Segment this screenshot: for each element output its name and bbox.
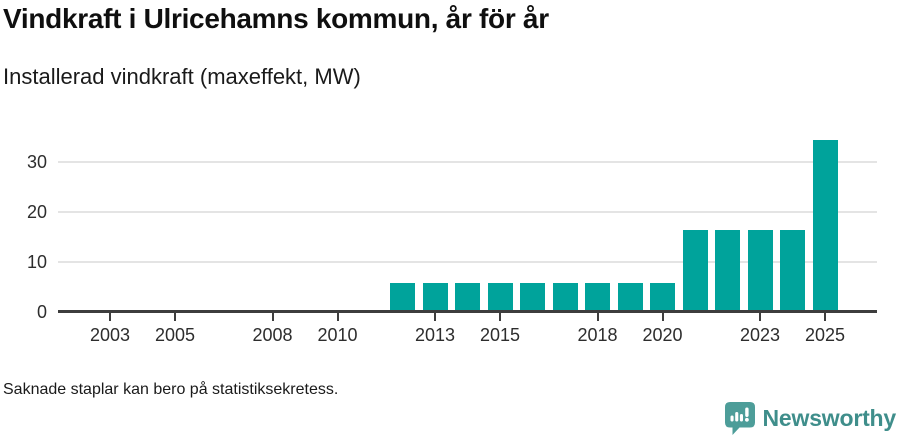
- x-tick-mark-2005: [174, 313, 176, 321]
- bar-2015: [487, 283, 513, 310]
- x-tick-mark-2025: [824, 313, 826, 321]
- x-tick-label-2020: 2020: [642, 325, 683, 345]
- y-tick-label-20: 20: [26, 202, 47, 222]
- chart-footnote: Saknade staplar kan bero på statistiksek…: [3, 381, 339, 398]
- chart-subtitle: Installerad vindkraft (maxeffekt, MW): [3, 64, 361, 89]
- bar-2013: [422, 283, 448, 310]
- x-tick-mark-2020: [661, 313, 664, 321]
- x-axis-line: [58, 310, 877, 313]
- bar-2012: [390, 283, 415, 310]
- x-tick-label-2013: 2013: [414, 325, 456, 345]
- x-tick-label-2008: 2008: [252, 325, 293, 345]
- gridline-10: [58, 261, 877, 263]
- bar-2019: [617, 283, 643, 310]
- newsworthy-logo: Newsworthy: [724, 402, 897, 435]
- x-tick-mark-2018: [596, 313, 599, 321]
- x-tick-label-2018: 2018: [577, 325, 618, 345]
- newsworthy-wordmark: Newsworthy: [762, 405, 897, 431]
- bar-2023: [747, 229, 773, 310]
- x-tick-label-2010: 2010: [317, 325, 358, 345]
- y-tick-label-30: 30: [26, 152, 47, 172]
- x-tick-mark-2015: [499, 313, 501, 321]
- bar-2025: [812, 140, 838, 310]
- gridline-30: [58, 161, 877, 163]
- bar-2020: [650, 283, 675, 310]
- x-tick-mark-2013: [434, 313, 436, 321]
- bar-2014: [455, 283, 480, 310]
- gridline-20: [58, 211, 877, 213]
- bar-2024: [780, 229, 805, 310]
- bar-2018: [585, 283, 610, 310]
- x-tick-mark-2010: [336, 313, 339, 321]
- x-tick-label-2003: 2003: [89, 325, 131, 345]
- y-tick-label-0: 0: [36, 302, 47, 322]
- y-tick-label-10: 10: [26, 252, 47, 272]
- x-tick-label-2005: 2005: [154, 325, 196, 345]
- x-tick-mark-2003: [109, 313, 111, 321]
- bar-2016: [520, 283, 545, 310]
- x-tick-mark-2008: [271, 313, 274, 321]
- chart-title: Vindkraft i Ulricehamns kommun, år för å…: [3, 3, 549, 34]
- x-tick-label-2015: 2015: [479, 325, 521, 345]
- bar-2021: [682, 229, 708, 310]
- x-tick-label-2025: 2025: [804, 325, 846, 345]
- x-tick-label-2023: 2023: [739, 325, 781, 345]
- x-tick-mark-2023: [759, 313, 761, 321]
- bar-2017: [552, 283, 578, 310]
- bar-2022: [715, 229, 740, 310]
- newsworthy-speech-bubble-chart-icon: [724, 402, 755, 435]
